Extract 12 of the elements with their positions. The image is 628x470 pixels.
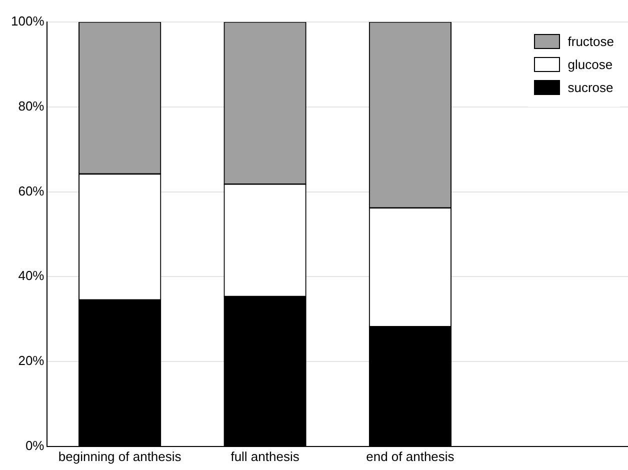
legend-label: glucose bbox=[568, 57, 613, 72]
y-tick-label: 60% bbox=[18, 183, 45, 198]
legend-label: sucrose bbox=[568, 80, 614, 95]
x-tick-label: full anthesis bbox=[230, 448, 300, 464]
y-tick-label: 40% bbox=[18, 268, 45, 284]
x-tick-label: end of anthesis bbox=[366, 448, 455, 464]
y-tick-label: 100% bbox=[11, 14, 45, 29]
legend-label: fructose bbox=[568, 34, 614, 49]
y-tick-label: 80% bbox=[18, 98, 45, 114]
y-tick-label: 0% bbox=[25, 438, 45, 453]
x-tick-label: beginning of anthesis bbox=[58, 448, 182, 464]
y-tick-label: 20% bbox=[18, 353, 45, 368]
